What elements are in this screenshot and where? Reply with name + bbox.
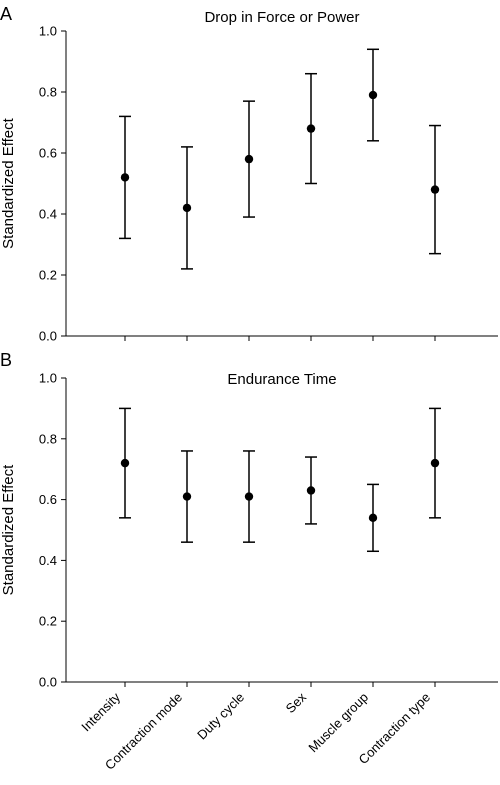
chart-panel-b: B Endurance Time 0.0 0.2 0.4 0.6 0.8 1.0 Standar… (0, 350, 498, 773)
x-category-label: Intensity (78, 689, 123, 734)
chart-title: Drop in Force or Power (204, 9, 359, 26)
y-tick-label: 0.0 (39, 329, 57, 344)
y-tick-label: 0.8 (39, 431, 57, 446)
y-tick-label: 0.4 (39, 553, 57, 568)
y-tick-label: 0.6 (39, 492, 57, 507)
data-point-contraction-type (430, 458, 440, 468)
chart-panel-a: A Drop in Force or Power 0.0 0.2 0.4 0.6 0.8 1.… (0, 4, 498, 344)
y-axis-label: Standardized Effect (0, 464, 17, 595)
x-category-label: Sex (283, 689, 310, 716)
y-axis-label: Standardized Effect (0, 117, 17, 248)
panel-label: B (0, 350, 12, 370)
data-point-intensity (120, 458, 130, 468)
x-category-label: Duty cycle (194, 690, 247, 743)
y-tick-label: 0.2 (39, 268, 57, 283)
data-point-contraction-mode (182, 203, 192, 213)
data-point-duty-cycle (244, 492, 254, 501)
y-tick-label: 0.6 (39, 146, 57, 161)
chart-title: Endurance Time (227, 371, 336, 388)
data-point-sex (306, 124, 316, 133)
panel-label: A (0, 4, 12, 24)
data-point-sex (306, 486, 316, 495)
data-point-contraction-mode (182, 492, 192, 501)
x-category-label: Muscle group (305, 690, 371, 756)
y-tick-label: 1.0 (39, 371, 57, 386)
data-point-muscle-group (368, 513, 378, 523)
data-point-intensity (120, 173, 130, 182)
y-tick-label: 0.2 (39, 614, 57, 629)
data-point-muscle-group (368, 90, 378, 100)
y-tick-label: 0.4 (39, 207, 57, 222)
y-tick-label: 0.0 (39, 675, 57, 690)
y-tick-label: 0.8 (39, 85, 57, 100)
y-tick-label: 1.0 (39, 24, 57, 39)
data-point-duty-cycle (244, 154, 254, 164)
data-point-contraction-type (430, 185, 440, 194)
